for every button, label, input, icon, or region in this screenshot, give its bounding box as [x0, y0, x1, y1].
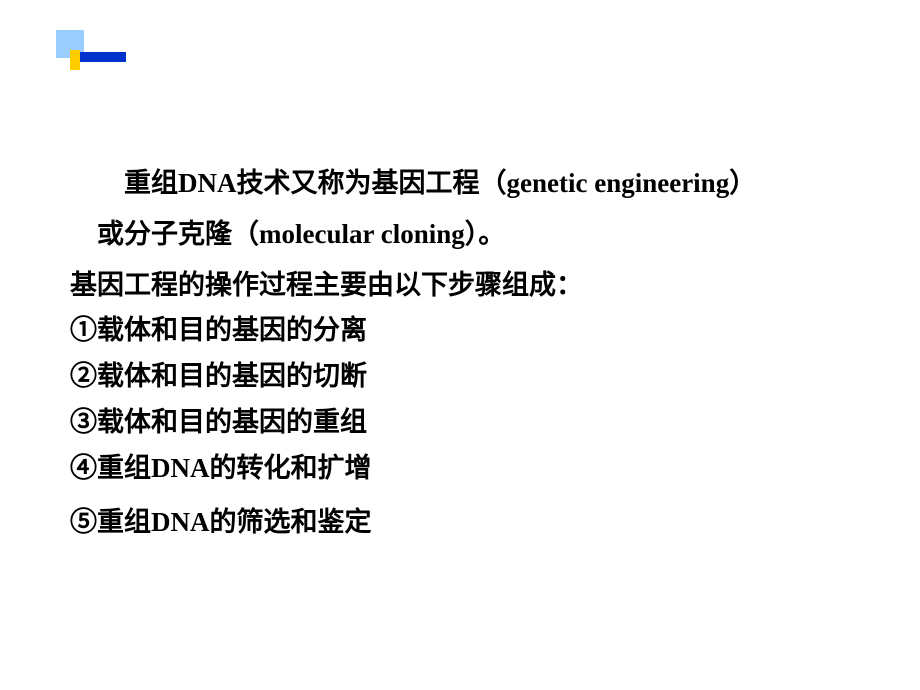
- deco-dark-blue-block: [80, 52, 126, 62]
- steps-heading: 基因工程的操作过程主要由以下步骤组成：: [70, 263, 860, 309]
- deco-yellow-block: [70, 50, 80, 70]
- intro-english-2: molecular cloning: [259, 219, 465, 249]
- intro-line-1: 重组DNA技术又称为基因工程（genetic engineering）: [70, 160, 860, 207]
- step5-dna: DNA: [151, 507, 210, 537]
- step5-part2: 的筛选和鉴定: [210, 507, 372, 537]
- slide-content: 重组DNA技术又称为基因工程（genetic engineering） 或分子克…: [70, 160, 860, 546]
- step-item-3: ③载体和目的基因的重组: [70, 400, 860, 446]
- step5-part1: ⑤重组: [70, 507, 151, 537]
- intro-text-5: ）。: [465, 219, 506, 249]
- intro-text-3: ）: [729, 168, 756, 198]
- step-item-4: ④重组DNA的转化和扩增: [70, 446, 860, 492]
- corner-decoration: [56, 30, 126, 70]
- step-item-2: ②载体和目的基因的切断: [70, 354, 860, 400]
- step4-part1: ④重组: [70, 453, 151, 483]
- intro-english-1: genetic engineering: [507, 168, 730, 198]
- intro-dna: DNA: [178, 168, 237, 198]
- intro-text-4: 或分子克隆（: [97, 219, 259, 249]
- step4-part2: 的转化和扩增: [210, 453, 372, 483]
- intro-text-2: 技术又称为基因工程（: [237, 168, 507, 198]
- step4-dna: DNA: [151, 453, 210, 483]
- step-item-5: ⑤重组DNA的筛选和鉴定: [70, 500, 860, 546]
- intro-text-1: 重组: [124, 168, 178, 198]
- intro-line-2: 或分子克隆（molecular cloning）。: [70, 211, 860, 258]
- step-item-1: ①载体和目的基因的分离: [70, 308, 860, 354]
